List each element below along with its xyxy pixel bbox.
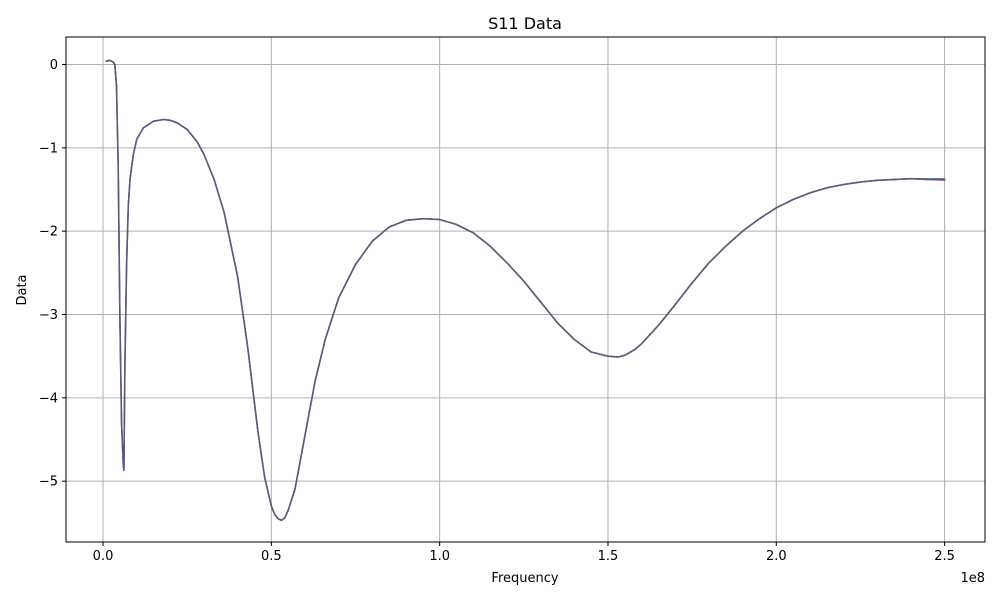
- y-tick-label: −1: [39, 141, 58, 156]
- x-tick-label: 2.5: [934, 549, 955, 564]
- series-lines: [105, 59, 946, 522]
- chart-title: S11 Data: [488, 14, 562, 33]
- y-tick-label: −4: [39, 391, 58, 406]
- x-tick-label: 1.0: [429, 549, 450, 564]
- x-tick-label: 0.5: [261, 549, 282, 564]
- y-axis-label: Data: [15, 274, 30, 305]
- x-axis-offset-label: 1e8: [960, 571, 985, 586]
- y-axis-ticks: 0 −1 −2 −3 −4 −5: [39, 58, 66, 490]
- grid-lines: [66, 37, 985, 542]
- y-tick-label: −2: [39, 225, 58, 240]
- y-tick-label: −3: [39, 308, 58, 323]
- series-line-1: [105, 59, 946, 522]
- x-tick-label: 1.5: [598, 549, 619, 564]
- series-line-2: [105, 59, 946, 522]
- y-tick-label: 0: [50, 58, 58, 73]
- plot-frame: [65, 36, 986, 543]
- y-tick-label: −5: [39, 475, 58, 490]
- x-axis-ticks: 0.0 0.5 1.0 1.5 2.0 2.5: [93, 542, 955, 564]
- x-tick-label: 2.0: [766, 549, 787, 564]
- x-tick-label: 0.0: [93, 549, 114, 564]
- series-line-3: [105, 59, 946, 522]
- x-axis-label: Frequency: [491, 571, 558, 586]
